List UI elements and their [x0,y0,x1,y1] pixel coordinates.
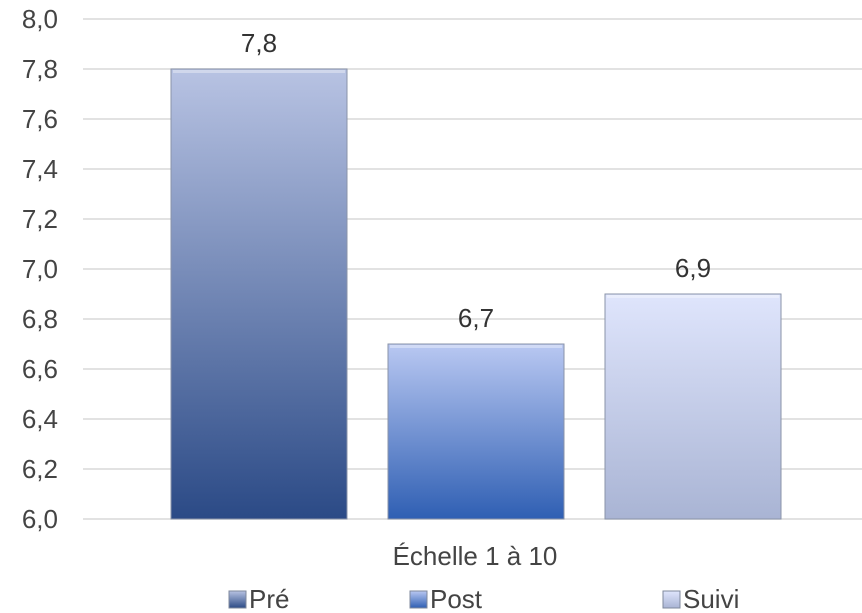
bar-2 [604,293,782,520]
legend-swatch [228,590,247,609]
y-tick-label: 6,2 [22,454,58,484]
y-tick-label: 7,6 [22,104,58,134]
data-labels: 7,8 6,7 6,9 [241,28,711,333]
y-tick-label: 7,0 [22,254,58,284]
x-axis-label: Échelle 1 à 10 [393,541,558,571]
y-tick-label: 6,8 [22,304,58,334]
data-label: 6,9 [675,253,711,283]
legend-swatch [409,590,428,609]
data-label: 6,7 [458,303,494,333]
bar-highlight [173,70,345,73]
legend-label: Suivi [683,584,739,613]
data-label: 7,8 [241,28,277,58]
bar-0 [170,68,348,520]
y-tick-label: 7,4 [22,154,58,184]
bar-highlight [390,345,562,348]
bars [170,68,782,520]
y-tick-label: 7,8 [22,54,58,84]
y-tick-label: 8,0 [22,4,58,34]
bar-highlight [607,295,779,298]
legend: Pré Post Suivi [228,584,739,613]
legend-label: Pré [249,584,289,613]
y-axis-tick-labels: 6,0 6,2 6,4 6,6 6,8 7,0 7,2 7,4 7,6 7,8 8,0 [22,4,58,534]
y-tick-label: 6,4 [22,404,58,434]
y-tick-label: 7,2 [22,204,58,234]
y-tick-label: 6,0 [22,504,58,534]
bar-1 [387,343,565,520]
legend-swatch [662,590,681,609]
y-tick-label: 6,6 [22,354,58,384]
legend-label: Post [430,584,483,613]
